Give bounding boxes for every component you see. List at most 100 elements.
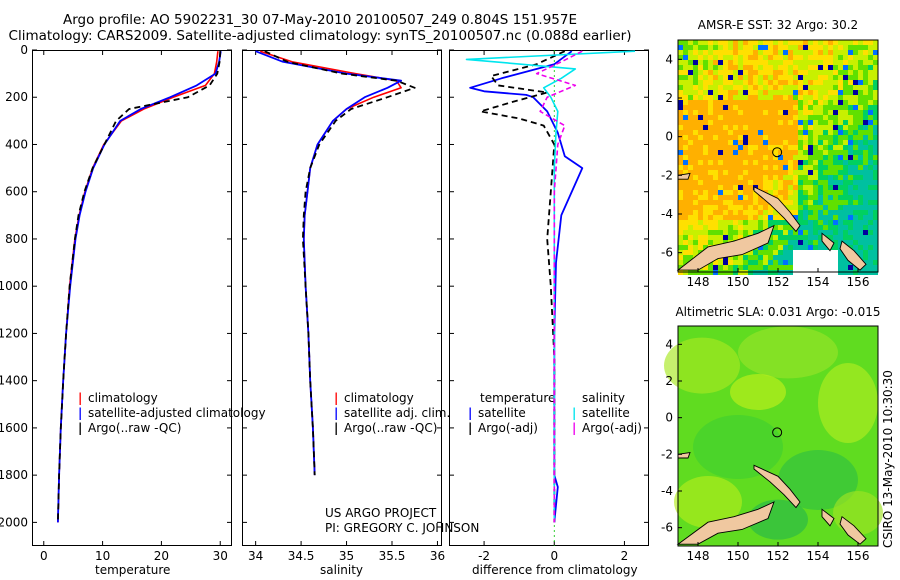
sst-cell	[853, 120, 858, 125]
sst-cell	[703, 175, 708, 180]
legend-temp-argo: Argo(-adj)	[478, 421, 538, 435]
map-x-tick-label: 148	[687, 275, 710, 289]
sst-cell	[773, 150, 778, 155]
sst-cell	[848, 105, 853, 110]
sst-cell	[708, 200, 713, 205]
sst-cell	[678, 105, 683, 110]
sst-cell	[808, 220, 813, 225]
map-y-tick-label: 0	[665, 130, 673, 144]
series-line-climatology	[259, 50, 402, 476]
sst-cell	[828, 40, 833, 45]
sst-cell	[778, 140, 783, 145]
sst-cell	[738, 80, 743, 85]
sst-cell	[833, 235, 838, 240]
sla-blob	[664, 337, 740, 394]
sst-cell	[743, 200, 748, 205]
sst-cell	[743, 170, 748, 175]
sst-cell	[713, 45, 718, 50]
sst-cell	[773, 85, 778, 90]
sst-cell	[843, 225, 848, 230]
sst-cell	[698, 215, 703, 220]
sst-cell	[758, 120, 763, 125]
sst-cell	[723, 110, 728, 115]
sst-cell	[863, 220, 868, 225]
sst-cell	[723, 160, 728, 165]
sst-cell	[808, 200, 813, 205]
sst-cell	[858, 115, 863, 120]
sst-cell	[778, 255, 783, 260]
sst-cell	[758, 175, 763, 180]
sst-cell	[678, 140, 683, 145]
sst-cell	[808, 45, 813, 50]
sst-cell	[753, 80, 758, 85]
sst-cell	[853, 150, 858, 155]
sst-cell	[823, 210, 828, 215]
sst-cell	[838, 50, 843, 55]
sst-cell	[843, 70, 848, 75]
y-tick-label: 1000	[0, 279, 28, 293]
sst-cell	[723, 225, 728, 230]
sst-cell	[788, 110, 793, 115]
sst-cell	[763, 50, 768, 55]
sst-cell	[753, 220, 758, 225]
sst-cell	[758, 150, 763, 155]
sst-cell	[738, 40, 743, 45]
sst-cell	[703, 135, 708, 140]
sst-cell	[723, 65, 728, 70]
sst-cell	[688, 225, 693, 230]
sst-cell	[778, 175, 783, 180]
sst-cell	[793, 160, 798, 165]
sst-cell	[848, 205, 853, 210]
sst-cell	[853, 215, 858, 220]
sst-cell	[753, 85, 758, 90]
sst-cell	[798, 180, 803, 185]
sst-cell	[843, 265, 848, 270]
sst-cell	[693, 190, 698, 195]
x-tick-label: 35	[339, 549, 354, 563]
sst-cell	[853, 245, 858, 250]
sst-cell	[758, 115, 763, 120]
sst-cell	[788, 85, 793, 90]
sst-cell	[728, 260, 733, 265]
sst-cell	[798, 60, 803, 65]
sst-cell	[838, 105, 843, 110]
sst-cell	[688, 205, 693, 210]
sst-cell	[678, 260, 683, 265]
sst-cell	[823, 140, 828, 145]
sst-cell	[713, 90, 718, 95]
sst-cell	[783, 80, 788, 85]
sst-cell	[678, 65, 683, 70]
sst-cell	[868, 65, 873, 70]
sst-cell	[788, 80, 793, 85]
sst-cell	[848, 110, 853, 115]
sst-cell	[793, 175, 798, 180]
sst-cell	[858, 65, 863, 70]
x-tick-label: 0	[550, 549, 558, 563]
sst-cell	[803, 190, 808, 195]
sst-cell	[683, 40, 688, 45]
sst-cell	[868, 80, 873, 85]
sst-cell	[808, 165, 813, 170]
sst-cell	[703, 215, 708, 220]
sst-cell	[768, 205, 773, 210]
sst-cell	[763, 130, 768, 135]
sst-cell	[733, 215, 738, 220]
sst-cell	[758, 40, 763, 45]
sst-cell	[683, 85, 688, 90]
sst-cell	[758, 95, 763, 100]
sst-cell	[838, 150, 843, 155]
sst-cell	[723, 150, 728, 155]
sst-cell	[683, 250, 688, 255]
sst-cell	[678, 145, 683, 150]
sst-cell	[723, 205, 728, 210]
sst-cell	[723, 215, 728, 220]
sst-cell	[698, 180, 703, 185]
sst-cell	[798, 70, 803, 75]
sst-cell	[743, 165, 748, 170]
sst-cell	[863, 40, 868, 45]
sst-cell	[843, 185, 848, 190]
legend-heading-temperature: temperature	[480, 391, 556, 405]
sst-cell	[733, 150, 738, 155]
legend-climatology: climatology	[344, 391, 414, 405]
sst-cell	[818, 190, 823, 195]
